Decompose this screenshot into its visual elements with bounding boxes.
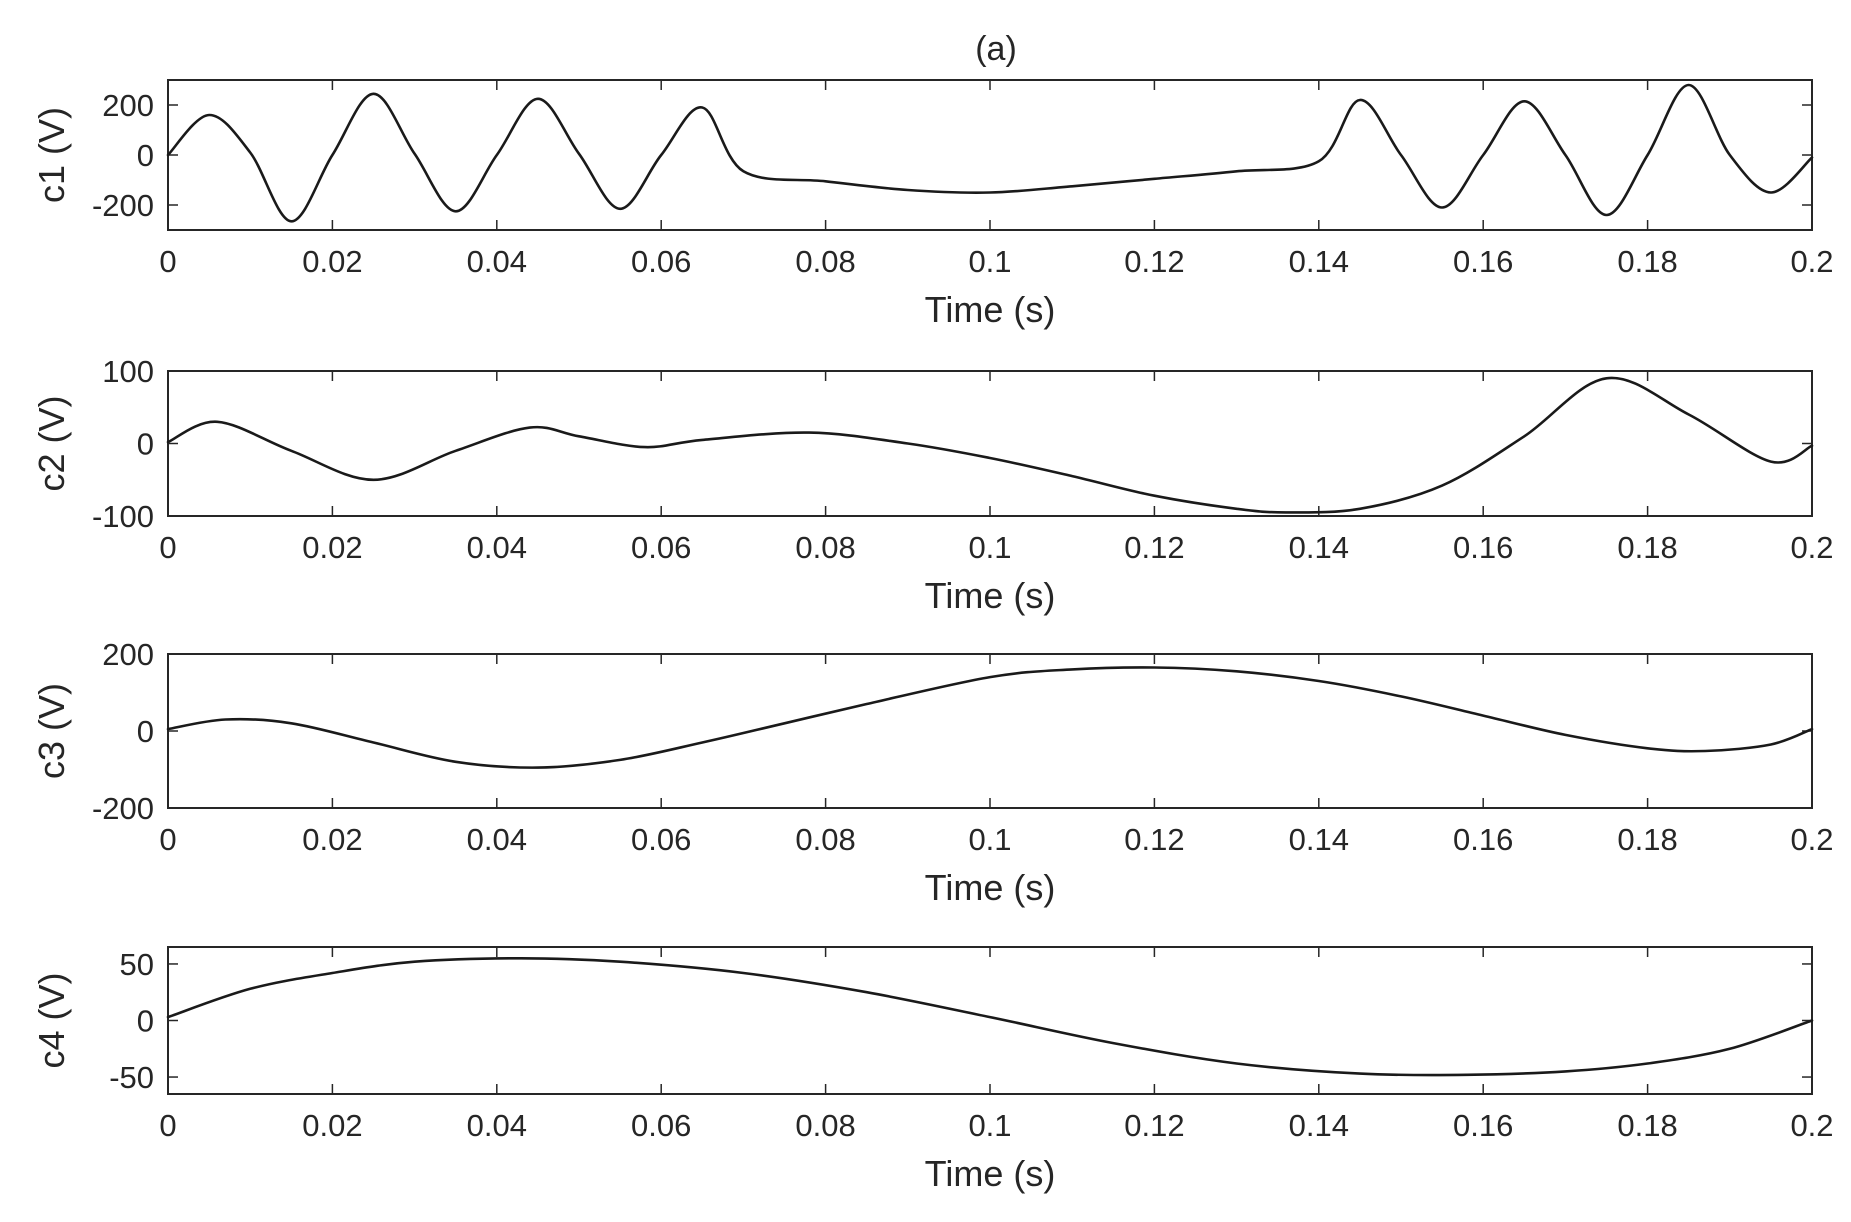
y-tick-label-c1: -200 <box>92 188 154 223</box>
x-axis-label-c2: Time (s) <box>925 575 1056 616</box>
x-tick-label-c3: 0.1 <box>968 822 1011 857</box>
x-tick-label-c4: 0.16 <box>1453 1108 1513 1143</box>
x-tick-label-c4: 0.18 <box>1617 1108 1677 1143</box>
x-tick-label-c2: 0.14 <box>1289 530 1349 565</box>
y-tick-label-c3: -200 <box>92 791 154 826</box>
x-tick-label-c4: 0.08 <box>795 1108 855 1143</box>
x-tick-label-c2: 0.08 <box>795 530 855 565</box>
y-axis-label-c1: c1 (V) <box>31 107 72 203</box>
x-tick-label-c1: 0 <box>159 244 176 279</box>
series-line-c1 <box>166 83 1814 223</box>
y-axis-label-c3: c3 (V) <box>31 683 72 779</box>
x-axis-label-c3: Time (s) <box>925 867 1056 908</box>
x-tick-label-c1: 0.06 <box>631 244 691 279</box>
x-axis-label-c4: Time (s) <box>925 1153 1056 1194</box>
y-tick-label-c2: 100 <box>102 354 154 389</box>
x-tick-label-c1: 0.12 <box>1124 244 1184 279</box>
y-axis-label-c4: c4 (V) <box>31 972 72 1068</box>
x-tick-label-c2: 0.16 <box>1453 530 1513 565</box>
x-tick-label-c2: 0.04 <box>467 530 527 565</box>
x-tick-label-c4: 0.02 <box>302 1108 362 1143</box>
x-tick-label-c1: 0.02 <box>302 244 362 279</box>
panel-c3: 0 0.02 0.04 0.06 0.08 0.1 0.12 0.14 0.16 0.18 0.2 2… <box>31 637 1834 908</box>
series-line-c2 <box>166 376 1814 514</box>
y-tick-label-c3: 200 <box>102 637 154 672</box>
x-tick-label-c3: 0.02 <box>302 822 362 857</box>
x-tick-label-c2: 0.02 <box>302 530 362 565</box>
panel-c1: 0 0.02 0.04 0.06 0.08 0.1 0.12 0.14 0.16 0.18 0.2 2… <box>31 79 1834 330</box>
y-tick-label-c2: -100 <box>92 499 154 534</box>
series-line-c4 <box>166 957 1814 1077</box>
y-tick-label-c4: -50 <box>109 1060 154 1095</box>
y-axis-label-c2: c2 (V) <box>31 395 72 491</box>
axes-frame-c2 <box>167 370 1813 517</box>
x-tick-label-c4: 0 <box>159 1108 176 1143</box>
y-tick-label-c3: 0 <box>137 714 154 749</box>
y-tick-label-c4: 0 <box>137 1004 154 1039</box>
x-tick-label-c3: 0.06 <box>631 822 691 857</box>
x-tick-label-c4: 0.2 <box>1790 1108 1833 1143</box>
x-tick-label-c4: 0.04 <box>467 1108 527 1143</box>
panel-c2: 0 0.02 0.04 0.06 0.08 0.1 0.12 0.14 0.16 0.18 0.2 1… <box>31 354 1834 616</box>
x-tick-label-c1: 0.04 <box>467 244 527 279</box>
y-tick-label-c2: 0 <box>137 427 154 462</box>
x-tick-label-c2: 0.1 <box>968 530 1011 565</box>
x-tick-label-c3: 0.04 <box>467 822 527 857</box>
y-tick-label-c1: 200 <box>102 88 154 123</box>
figure-title: (a) <box>975 30 1017 68</box>
x-tick-label-c1: 0.08 <box>795 244 855 279</box>
x-tick-label-c4: 0.1 <box>968 1108 1011 1143</box>
x-tick-label-c2: 0.12 <box>1124 530 1184 565</box>
y-tick-label-c1: 0 <box>137 138 154 173</box>
x-tick-label-c2: 0 <box>159 530 176 565</box>
x-tick-label-c1: 0.1 <box>968 244 1011 279</box>
panel-c4: 0 0.02 0.04 0.06 0.08 0.1 0.12 0.14 0.16 0.18 0.2 5… <box>31 946 1834 1194</box>
x-tick-label-c2: 0.2 <box>1790 530 1833 565</box>
x-tick-label-c2: 0.18 <box>1617 530 1677 565</box>
x-tick-label-c1: 0.18 <box>1617 244 1677 279</box>
x-tick-label-c3: 0.2 <box>1790 822 1833 857</box>
x-tick-label-c1: 0.2 <box>1790 244 1833 279</box>
x-axis-label-c1: Time (s) <box>925 289 1056 330</box>
x-tick-label-c2: 0.06 <box>631 530 691 565</box>
y-tick-label-c4: 50 <box>120 947 154 982</box>
x-tick-label-c4: 0.12 <box>1124 1108 1184 1143</box>
series-line-c3 <box>166 666 1814 769</box>
x-tick-label-c3: 0.18 <box>1617 822 1677 857</box>
x-tick-label-c3: 0.12 <box>1124 822 1184 857</box>
x-tick-label-c1: 0.14 <box>1289 244 1349 279</box>
x-tick-label-c3: 0 <box>159 822 176 857</box>
x-tick-label-c4: 0.14 <box>1289 1108 1349 1143</box>
x-tick-label-c3: 0.14 <box>1289 822 1349 857</box>
x-tick-label-c3: 0.16 <box>1453 822 1513 857</box>
x-tick-label-c1: 0.16 <box>1453 244 1513 279</box>
x-tick-label-c3: 0.08 <box>795 822 855 857</box>
panels: 0 0.02 0.04 0.06 0.08 0.1 0.12 0.14 0.16 0.18 0.2 2… <box>31 79 1834 1194</box>
x-tick-label-c4: 0.06 <box>631 1108 691 1143</box>
